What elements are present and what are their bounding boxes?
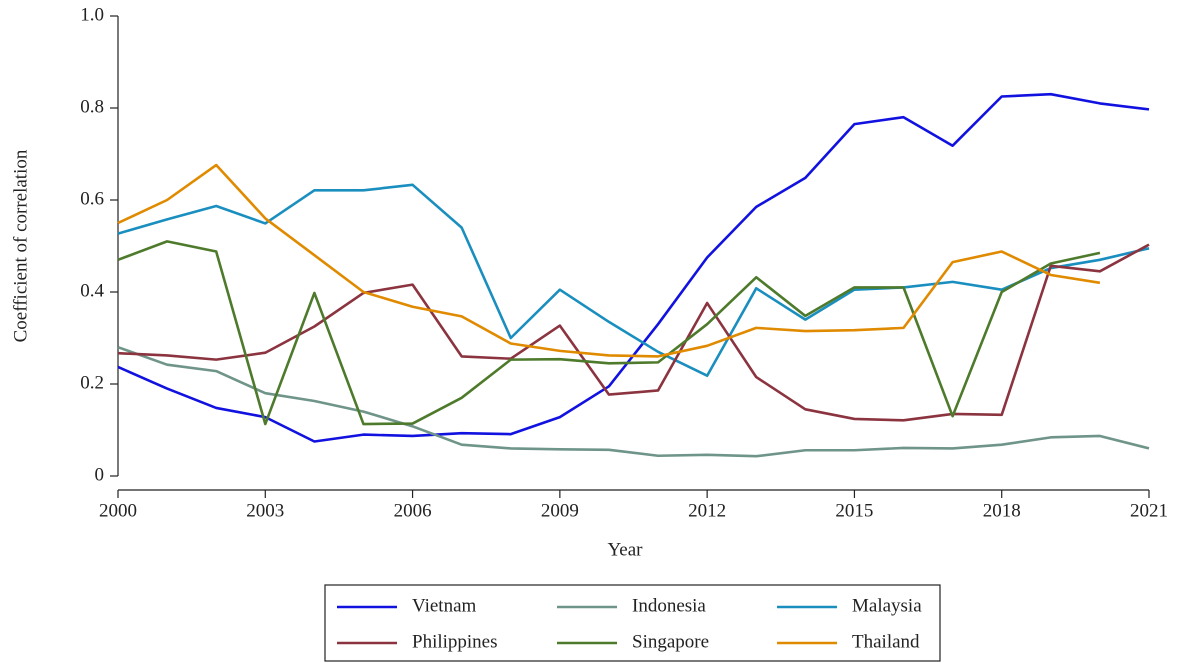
series-line: [117, 243, 1150, 422]
series-line: [117, 183, 1150, 378]
x-tick-label: 2012: [688, 500, 726, 521]
series-line: [117, 240, 1101, 426]
y-tick-label: 0.4: [80, 280, 104, 301]
x-tick-label: 2000: [99, 500, 137, 521]
y-tick-label: 0: [95, 464, 105, 485]
legend-box: [324, 584, 941, 662]
series-line: [117, 163, 1101, 358]
x-tick-label: 2018: [983, 500, 1021, 521]
y-tick-label: 0.8: [80, 96, 104, 117]
x-tick-label: 2021: [1130, 500, 1168, 521]
legend-label: Indonesia: [632, 595, 706, 616]
legend-label: Philippines: [412, 631, 498, 652]
x-tick-label: 2006: [394, 500, 432, 521]
legend-label: Thailand: [852, 631, 920, 652]
x-tick-label: 2015: [835, 500, 873, 521]
x-axis-label: Year: [607, 539, 643, 560]
y-axis-label: Coefficient of correlation: [10, 149, 31, 342]
y-tick-label: 0.6: [80, 188, 104, 209]
series-line: [117, 345, 1150, 458]
x-tick-label: 2009: [541, 500, 579, 521]
series-line: [117, 92, 1150, 443]
legend-label: Vietnam: [412, 595, 477, 616]
legend-label: Malaysia: [852, 595, 922, 616]
legend-label: Singapore: [632, 631, 709, 652]
y-tick-label: 0.2: [80, 372, 104, 393]
y-tick-label: 1.0: [80, 4, 104, 25]
x-tick-label: 2003: [246, 500, 284, 521]
